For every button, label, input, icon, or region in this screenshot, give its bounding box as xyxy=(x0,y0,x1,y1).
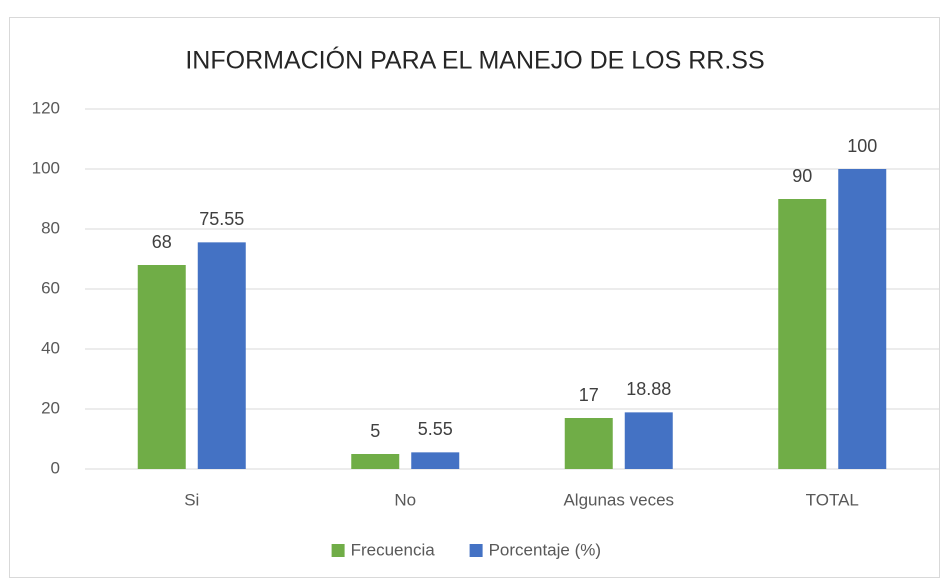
y-tick-label: 120 xyxy=(32,98,60,117)
y-tick-label: 60 xyxy=(41,278,60,297)
value-label: 68 xyxy=(152,232,172,252)
bar xyxy=(137,265,186,469)
value-label: 90 xyxy=(792,166,812,186)
y-tick-label: 0 xyxy=(51,458,60,477)
chart-title: INFORMACIÓN PARA EL MANEJO DE LOS RR.SS xyxy=(185,46,764,75)
x-tick-label: No xyxy=(394,490,416,509)
legend-label: Frecuencia xyxy=(351,540,436,559)
x-tick-label: Si xyxy=(184,490,199,509)
bar xyxy=(838,169,887,469)
bar xyxy=(564,418,613,469)
legend-label: Porcentaje (%) xyxy=(489,540,601,559)
bar xyxy=(411,452,460,469)
value-label: 17 xyxy=(579,385,599,405)
value-label: 18.88 xyxy=(626,379,671,399)
y-tick-label: 100 xyxy=(32,158,60,177)
value-label: 5 xyxy=(370,421,380,441)
x-tick-label: TOTAL xyxy=(806,490,859,509)
value-label: 5.55 xyxy=(418,419,453,439)
bar xyxy=(197,242,246,469)
bar xyxy=(624,412,673,469)
y-tick-label: 20 xyxy=(41,398,60,417)
bar xyxy=(778,199,827,469)
value-label: 100 xyxy=(847,136,877,156)
bar xyxy=(351,454,400,469)
y-tick-label: 40 xyxy=(41,338,60,357)
value-label: 75.55 xyxy=(199,209,244,229)
x-tick-label: Algunas veces xyxy=(563,490,674,509)
legend-swatch xyxy=(469,544,483,557)
y-tick-label: 80 xyxy=(41,218,60,237)
legend-swatch xyxy=(331,544,345,557)
